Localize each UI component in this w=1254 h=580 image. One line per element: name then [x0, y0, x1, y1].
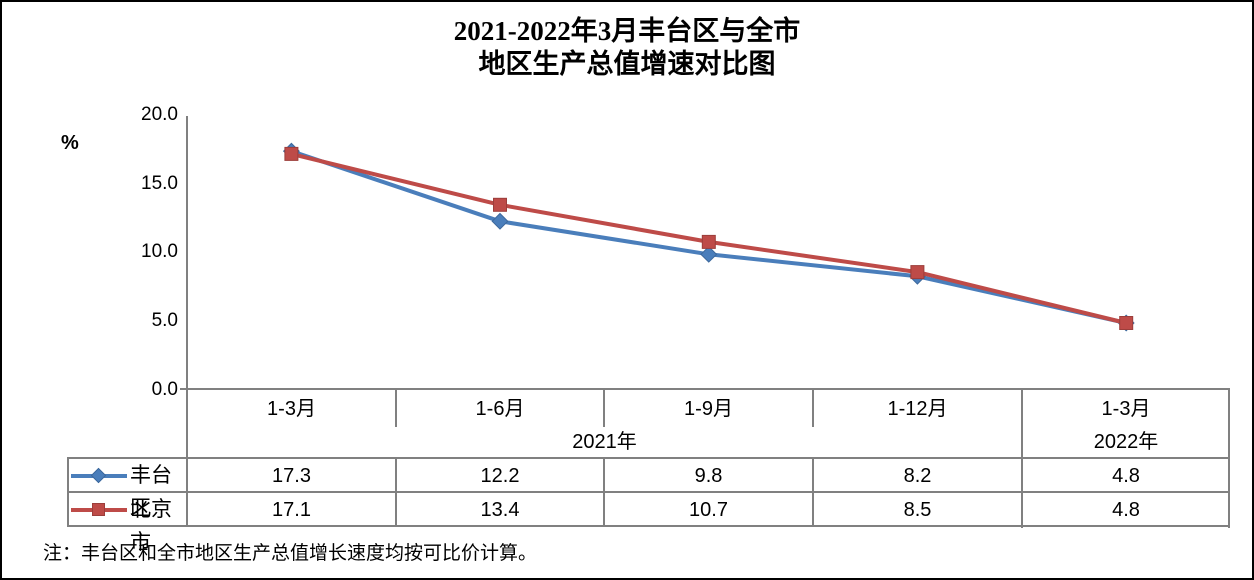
beijing-value-3: 10.7 — [689, 499, 728, 521]
category-label-2: 1-6月 — [475, 398, 525, 420]
data-point-marker-1-3 — [910, 265, 925, 280]
data-point-marker-0-2 — [700, 245, 718, 263]
beijing-value-1: 17.1 — [272, 499, 311, 521]
year-divider-line — [1021, 390, 1023, 528]
legend-right-border — [186, 457, 188, 527]
category-label-1: 1-3月 — [267, 398, 316, 420]
chart-title-line2: 地区生产总值增速对比图 — [478, 49, 776, 79]
series-name-beijing: 北京市 — [130, 497, 172, 554]
category-label-4: 1-12月 — [887, 398, 948, 420]
series-line-0 — [290, 149, 1127, 325]
data-point-marker-0-4 — [1117, 314, 1135, 332]
year-label-2022: 2022年 — [1093, 431, 1159, 453]
data-point-marker-0-3 — [908, 267, 926, 285]
y-axis-line — [186, 116, 188, 460]
category-label-3: 1-9月 — [684, 398, 733, 420]
y-tick-0: 0.0 — [151, 379, 178, 400]
data-point-marker-1-1 — [493, 197, 507, 212]
footnote: 注：丰台区和全市地区生产总值增长速度均按可比价计算。 — [43, 543, 538, 564]
fengtai-value-1: 17.3 — [272, 465, 311, 487]
series-line-1 — [290, 151, 1127, 325]
data-point-marker-1-4 — [1119, 316, 1134, 330]
fengtai-value-5: 4.8 — [1112, 465, 1140, 487]
legend-left-border — [67, 457, 69, 527]
category-divider-3 — [812, 390, 814, 427]
fengtai-value-4: 8.2 — [903, 465, 932, 487]
value-divider-2 — [603, 457, 605, 527]
series-name-fengtai: 丰台区 — [130, 463, 172, 520]
year-label-2021: 2021年 — [572, 431, 637, 453]
table-bottom-border — [67, 525, 1230, 527]
beijing-value-2: 13.4 — [480, 499, 520, 521]
chart-title: 2021-2022年3月丰台区与全市 地区生产总值增速对比图 — [2, 15, 1252, 81]
beijing-value-5: 4.8 — [1112, 499, 1140, 521]
beijing-line-marker-icon — [70, 493, 128, 526]
fengtai-value-3: 9.8 — [694, 465, 723, 487]
table-right-border — [1228, 390, 1230, 528]
beijing-value-4: 8.5 — [903, 499, 932, 521]
category-label-5: 1-3月 — [1101, 398, 1151, 420]
fengtai-line-marker-icon — [70, 459, 128, 492]
table-top-border — [67, 457, 1230, 459]
chart-title-line1: 2021-2022年3月丰台区与全市 — [453, 16, 801, 46]
x-axis-line — [180, 388, 1230, 390]
y-tick-10: 10.0 — [141, 241, 178, 262]
y-tick-5: 5.0 — [151, 310, 178, 331]
legend-item-beijing: 北京市 — [68, 493, 186, 554]
y-tick-20: 20.0 — [141, 104, 178, 125]
table-middle-border — [67, 491, 1230, 493]
category-divider-2 — [603, 390, 605, 427]
legend-item-fengtai: 丰台区 — [68, 459, 186, 520]
y-axis-unit-label: % — [61, 132, 79, 154]
category-divider-1 — [395, 390, 397, 427]
value-divider-3 — [812, 457, 814, 527]
fengtai-value-2: 12.2 — [480, 465, 520, 487]
data-point-marker-1-0 — [284, 146, 299, 161]
y-tick-15: 15.0 — [141, 173, 178, 194]
data-point-marker-1-2 — [701, 234, 716, 249]
data-point-marker-0-0 — [282, 142, 300, 160]
data-point-marker-0-1 — [491, 212, 509, 230]
value-divider-1 — [395, 457, 397, 527]
